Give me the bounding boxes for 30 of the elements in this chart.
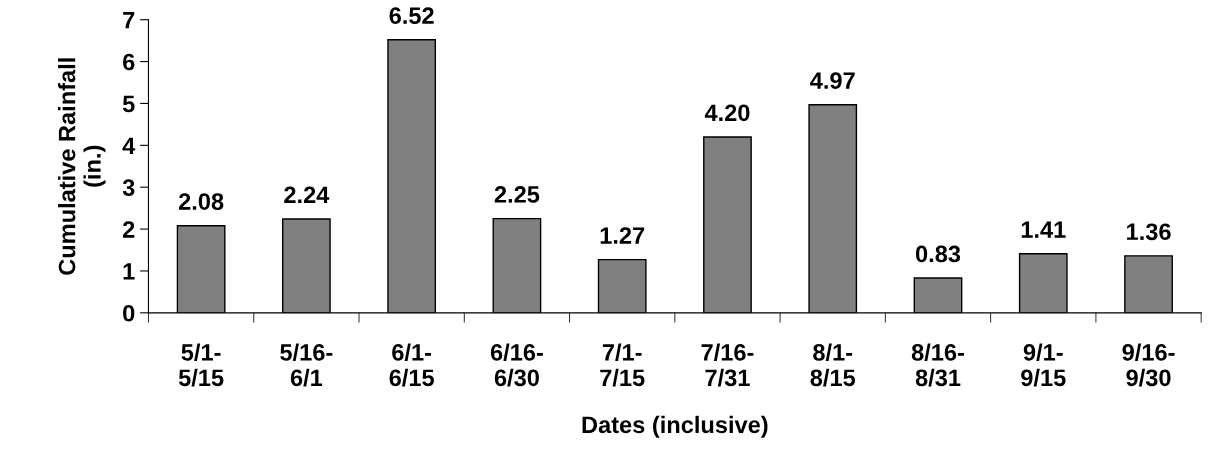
data-label: 6.52 — [389, 7, 434, 25]
y-axis-title: Cumulative Rainfall (in.) — [58, 58, 106, 275]
x-axis-title: Dates (inclusive) — [582, 415, 768, 438]
y-tick-label: 1 — [123, 263, 135, 280]
data-label: 0.83 — [915, 245, 961, 263]
y-tick-label: 3 — [122, 179, 135, 197]
data-label: 2.08 — [178, 193, 224, 210]
x-tick-label: 8/16- 8/31 — [911, 343, 964, 387]
data-label: 2.25 — [494, 186, 540, 203]
data-label: 1.41 — [1021, 221, 1066, 238]
x-tick-label: 6/16- 6/30 — [490, 343, 543, 387]
x-tick-label: 9/16- 9/30 — [1122, 343, 1175, 387]
y-tick-label: 6 — [123, 53, 135, 71]
data-label: 2.24 — [284, 186, 330, 204]
data-label: 4.97 — [810, 72, 855, 89]
x-tick-label: 6/1- 6/15 — [389, 343, 434, 387]
x-tick-label: 5/1- 5/15 — [178, 343, 224, 387]
x-tick-label: 7/1- 7/15 — [600, 343, 645, 387]
x-tick-label: 5/16- 6/1 — [280, 343, 333, 387]
x-tick-label: 9/1- 9/15 — [1021, 343, 1066, 387]
y-tick-label: 0 — [123, 304, 135, 322]
data-label: 1.36 — [1127, 223, 1171, 241]
data-label: 4.20 — [704, 104, 750, 122]
x-tick-label: 8/1- 8/15 — [810, 343, 856, 387]
y-tick-label: 5 — [122, 95, 135, 113]
data-label: 1.27 — [600, 227, 645, 244]
x-tick-label: 7/16- 7/31 — [701, 343, 754, 387]
y-tick-label: 7 — [123, 12, 135, 29]
y-tick-label: 4 — [122, 137, 136, 154]
y-tick-label: 2 — [122, 221, 135, 238]
